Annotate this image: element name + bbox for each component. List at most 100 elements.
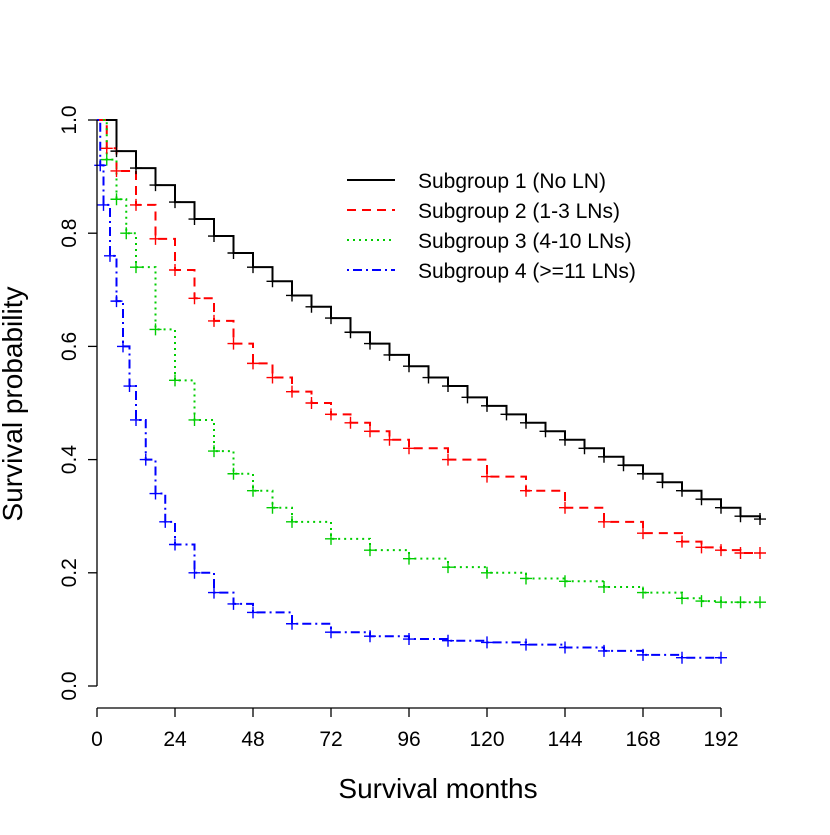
censor-mark <box>227 467 240 480</box>
legend-label-3: Subgroup 3 (4-10 LNs) <box>418 230 632 253</box>
x-tick-label: 192 <box>703 728 738 751</box>
censor-mark <box>578 442 591 455</box>
y-tick-label: 0.4 <box>58 445 81 475</box>
censor-mark <box>715 651 727 664</box>
censor-mark <box>286 515 298 528</box>
censor-mark <box>676 651 688 664</box>
censor-mark <box>286 289 298 302</box>
censor-mark <box>442 380 454 393</box>
censor-mark <box>247 357 259 370</box>
censor-mark <box>110 193 123 206</box>
x-ticks: 0 24 48 72 96 120 144 168 192 <box>91 708 739 751</box>
censor-mark <box>110 145 123 158</box>
censor-mark <box>637 527 649 540</box>
censor-mark <box>695 541 708 554</box>
censor-mark <box>695 493 708 506</box>
x-tick-label: 72 <box>319 728 342 751</box>
censor-mark <box>715 596 727 609</box>
censor-mark <box>286 617 298 630</box>
censor-mark <box>130 413 142 426</box>
censor-mark <box>266 275 279 288</box>
censor-mark <box>403 552 415 565</box>
censor-mark <box>305 300 318 313</box>
censor-mark <box>247 261 259 274</box>
legend-label-4: Subgroup 4 (>=11 LNs) <box>418 260 636 283</box>
censor-mark <box>208 586 220 599</box>
censor-mark <box>461 391 474 404</box>
censor-mark <box>97 198 110 211</box>
censor-mark <box>539 425 552 438</box>
y-tick-label: 0.2 <box>58 558 81 587</box>
x-tick-label: 0 <box>91 728 103 751</box>
censor-mark <box>149 323 162 336</box>
censor-mark <box>559 433 571 446</box>
legend-label-2: Subgroup 2 (1-3 LNs) <box>418 200 620 223</box>
censor-mark <box>734 546 747 559</box>
censor-mark <box>188 213 201 226</box>
censor-mark <box>188 292 201 305</box>
censor-mark <box>559 501 571 514</box>
censor-mark <box>94 159 107 172</box>
x-tick-label: 120 <box>469 728 504 751</box>
censor-mark <box>266 371 279 384</box>
censor-mark <box>754 596 766 609</box>
censor-mark <box>559 641 571 654</box>
y-tick-label: 0.0 <box>58 671 81 700</box>
censor-mark <box>100 153 113 166</box>
censor-mark <box>364 425 376 438</box>
censor-mark <box>656 476 669 489</box>
censor-mark <box>169 263 181 276</box>
censor-mark <box>715 501 727 514</box>
censor-mark <box>247 606 259 619</box>
censor-mark <box>637 648 649 661</box>
censor-mark <box>364 630 376 643</box>
censor-mark <box>383 348 396 361</box>
censor-mark <box>734 510 747 523</box>
censor-mark <box>520 572 532 585</box>
censor-mark <box>637 586 649 599</box>
censor-mark <box>344 326 357 339</box>
censor-mark <box>188 413 201 426</box>
censor-mark <box>364 337 376 350</box>
censor-mark <box>149 179 162 192</box>
censor-mark <box>208 445 220 458</box>
censor-mark <box>139 453 152 466</box>
censor-mark <box>481 470 493 483</box>
censor-mark <box>754 546 766 559</box>
censor-mark <box>169 538 181 551</box>
censor-mark <box>598 450 610 463</box>
censor-mark <box>676 592 688 605</box>
censor-mark <box>159 515 172 528</box>
y-ticks: 0.0 0.2 0.4 0.6 0.8 1.0 <box>58 105 97 701</box>
censor-mark <box>110 295 123 308</box>
censor-mark <box>104 249 116 262</box>
censor-mark <box>403 633 415 646</box>
censor-mark <box>188 566 201 579</box>
censor-marks-layer <box>94 142 766 664</box>
y-tick-label: 0.6 <box>58 332 81 361</box>
censor-mark <box>500 408 513 421</box>
censor-mark <box>325 532 337 545</box>
censor-mark <box>100 142 113 155</box>
censor-mark <box>344 416 357 429</box>
censor-mark <box>117 340 129 353</box>
censor-mark <box>110 164 123 177</box>
censor-mark <box>403 360 415 373</box>
censor-mark <box>481 399 493 412</box>
legend: Subgroup 1 (No LN) Subgroup 2 (1-3 LNs) Su… <box>347 170 636 283</box>
censor-mark <box>169 374 181 387</box>
censor-mark <box>598 515 610 528</box>
censor-mark <box>286 385 298 398</box>
censor-mark <box>208 314 220 327</box>
censor-mark <box>754 513 766 526</box>
censor-mark <box>325 408 337 421</box>
censor-mark <box>227 597 240 610</box>
censor-mark <box>715 544 727 557</box>
x-tick-label: 168 <box>625 728 660 751</box>
censor-mark <box>520 484 532 497</box>
censor-mark <box>247 484 259 497</box>
censor-mark <box>149 232 162 245</box>
censor-mark <box>364 544 376 557</box>
x-tick-label: 24 <box>163 728 187 751</box>
x-tick-label: 144 <box>547 728 582 751</box>
